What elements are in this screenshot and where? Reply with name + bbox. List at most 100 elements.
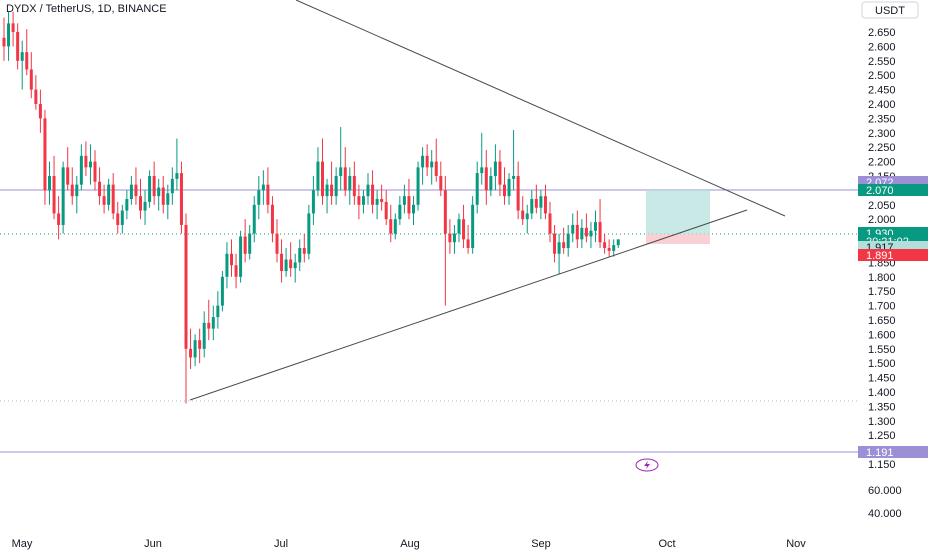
candle-body[interactable] [475, 173, 479, 205]
candle-body[interactable] [202, 322, 206, 349]
candle-body[interactable] [366, 184, 370, 197]
candle-body[interactable] [88, 161, 92, 168]
candle-body[interactable] [102, 196, 106, 205]
candle-body[interactable] [193, 340, 197, 358]
candle-body[interactable] [252, 204, 256, 234]
candle-body[interactable] [416, 167, 420, 205]
candle-body[interactable] [184, 224, 188, 349]
candle-body[interactable] [584, 227, 588, 237]
candle-body[interactable] [302, 248, 306, 254]
candle-body[interactable] [484, 167, 488, 191]
candle-body[interactable] [557, 242, 561, 254]
descending-trendline[interactable] [295, 0, 786, 217]
candle-body[interactable] [216, 305, 220, 318]
candle-body[interactable] [407, 196, 411, 214]
candle-body[interactable] [375, 199, 379, 205]
candle-body[interactable] [266, 184, 270, 205]
candle-body[interactable] [293, 262, 297, 269]
candle-body[interactable] [134, 184, 138, 197]
candle-body[interactable] [543, 196, 547, 214]
candle-body[interactable] [234, 265, 238, 277]
candle-body[interactable] [516, 176, 520, 211]
candle-body[interactable] [607, 248, 611, 251]
candle-body[interactable] [498, 161, 502, 185]
candle-body[interactable] [316, 161, 320, 191]
candle-body[interactable] [125, 199, 129, 211]
candle-body[interactable] [66, 167, 70, 185]
candle-body[interactable] [111, 184, 115, 214]
candle-body[interactable] [48, 176, 51, 191]
candle-body[interactable] [548, 213, 552, 234]
candle-body[interactable] [389, 219, 393, 234]
candle-body[interactable] [157, 187, 161, 197]
candle-body[interactable] [357, 196, 361, 205]
candle-body[interactable] [421, 155, 425, 168]
candle-body[interactable] [448, 233, 452, 243]
candle-body[interactable] [507, 178, 511, 197]
candle-body[interactable] [257, 190, 261, 205]
candle-body[interactable] [443, 190, 447, 234]
ascending-trendline[interactable] [189, 209, 748, 401]
candle-body[interactable] [275, 233, 279, 254]
candle-body[interactable] [603, 242, 607, 248]
price-axis[interactable] [858, 0, 932, 550]
candle-body[interactable] [98, 181, 102, 197]
candle-body[interactable] [457, 219, 461, 234]
lightning-icon[interactable] [635, 458, 659, 472]
candle-body[interactable] [2, 37, 6, 47]
candle-body[interactable] [321, 161, 324, 197]
candle-body[interactable] [52, 176, 56, 214]
candle-body[interactable] [280, 253, 284, 272]
candle-body[interactable] [166, 193, 170, 205]
candle-body[interactable] [34, 89, 38, 104]
candle-body[interactable] [289, 259, 293, 269]
candle-body[interactable] [384, 201, 388, 220]
candle-body[interactable] [412, 204, 415, 214]
candle-body[interactable] [270, 204, 274, 234]
candle-body[interactable] [307, 213, 311, 254]
candle-body[interactable] [380, 199, 384, 202]
candle-body[interactable] [311, 190, 315, 214]
candle-body[interactable] [143, 201, 147, 211]
position-target-zone[interactable] [646, 190, 710, 234]
candle-body[interactable] [352, 176, 356, 197]
candle-body[interactable] [339, 167, 343, 176]
candle-body[interactable] [471, 204, 475, 248]
candle-body[interactable] [70, 184, 74, 197]
candle-body[interactable] [243, 236, 247, 254]
candle-body[interactable] [11, 23, 15, 32]
candle-body[interactable] [452, 233, 456, 243]
candle-body[interactable] [425, 155, 429, 168]
candle-body[interactable] [57, 213, 61, 225]
candle-body[interactable] [530, 199, 534, 214]
candle-body[interactable] [480, 167, 484, 174]
candle-body[interactable] [84, 155, 88, 168]
candle-body[interactable] [43, 118, 47, 191]
candle-body[interactable] [239, 236, 243, 277]
candle-body[interactable] [225, 253, 229, 277]
candle-body[interactable] [29, 69, 33, 90]
candle-body[interactable] [430, 161, 434, 168]
candle-body[interactable] [512, 176, 516, 179]
candle-body[interactable] [571, 224, 575, 234]
candle-body[interactable] [79, 155, 83, 185]
candle-body[interactable] [402, 196, 406, 205]
candle-body[interactable] [25, 52, 29, 70]
candle-body[interactable] [170, 178, 174, 194]
candle-body[interactable] [16, 32, 20, 61]
candle-body[interactable] [562, 242, 566, 248]
candle-body[interactable] [175, 173, 179, 179]
candle-body[interactable] [325, 184, 329, 197]
candle-body[interactable] [230, 253, 233, 266]
candle-body[interactable] [334, 176, 338, 197]
candle-body[interactable] [120, 210, 124, 225]
candle-body[interactable] [298, 248, 302, 263]
candle-body[interactable] [343, 167, 347, 191]
candle-body[interactable] [211, 317, 215, 329]
candle-body[interactable] [539, 196, 543, 208]
position-stop-zone[interactable] [646, 234, 710, 244]
candle-body[interactable] [198, 340, 202, 349]
candle-body[interactable] [330, 184, 334, 197]
candle-body[interactable] [371, 184, 375, 205]
candle-body[interactable] [148, 176, 152, 202]
